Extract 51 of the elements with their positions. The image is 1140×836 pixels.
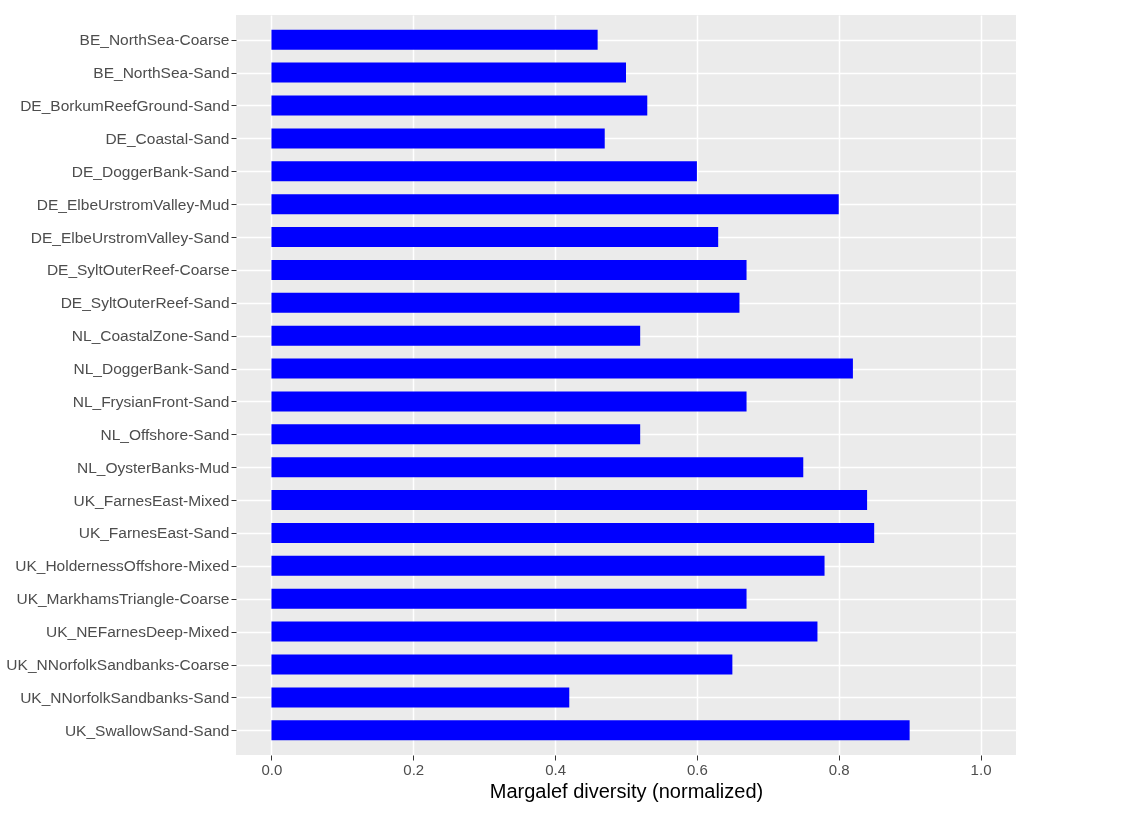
bar (271, 292, 740, 313)
bar (271, 161, 697, 182)
y-tick-label: NL_CoastalZone-Sand (71, 327, 230, 345)
y-tick-label: UK_MarkhamsTriangle-Coarse (16, 590, 230, 608)
bar (271, 259, 747, 280)
x-tick-label: 1.0 (970, 760, 992, 778)
bar (271, 490, 868, 511)
y-tick-label: UK_HoldernessOffshore-Mixed (15, 557, 230, 575)
x-tick-label: 0.4 (545, 760, 567, 778)
bar (271, 128, 605, 149)
y-tick-label: DE_SyltOuterReef-Sand (60, 294, 230, 312)
bar (271, 522, 875, 543)
y-tick-label: UK_FarnesEast-Mixed (73, 491, 230, 509)
bar (271, 358, 853, 379)
x-tick-label: 0.0 (261, 760, 283, 778)
bar (271, 194, 839, 215)
bar (271, 29, 598, 50)
bar (271, 424, 641, 445)
bar (271, 687, 570, 708)
y-tick-label: DE_BorkumReefGround-Sand (20, 97, 230, 114)
bar (271, 95, 648, 116)
y-tick-label: DE_ElbeUrstromValley-Sand (30, 228, 230, 246)
y-tick-label: NL_Offshore-Sand (100, 425, 230, 443)
bar (271, 720, 910, 741)
y-tick-label: DE_DoggerBank-Sand (71, 162, 230, 180)
y-tick-label: DE_Coastal-Sand (105, 129, 230, 147)
bar (271, 654, 733, 675)
y-tick-label: BE_NorthSea-Sand (93, 64, 230, 82)
y-tick-label: NL_OysterBanks-Mud (77, 458, 230, 476)
y-tick-label: NL_DoggerBank-Sand (73, 360, 230, 378)
y-tick-label: BE_NorthSea-Coarse (79, 31, 230, 49)
y-tick-label: UK_NEFarnesDeep-Mixed (46, 623, 230, 641)
bar (271, 555, 825, 576)
bar (271, 391, 747, 412)
y-tick-label: DE_SyltOuterReef-Coarse (46, 261, 230, 279)
x-tick-label: 0.6 (686, 760, 708, 778)
x-tick-label: 0.2 (403, 760, 425, 778)
bar (271, 227, 719, 248)
y-tick-label: UK_SwallowSand-Sand (64, 721, 230, 739)
y-tick-label: NL_FrysianFront-Sand (72, 392, 230, 410)
bar (271, 457, 804, 478)
y-tick-label: UK_NNorfolkSandbanks-Coarse (6, 656, 230, 673)
bar (271, 325, 641, 346)
y-tick-label: DE_ElbeUrstromValley-Mud (36, 195, 230, 213)
bar (271, 62, 626, 83)
bar (271, 621, 818, 642)
x-tick-label: 0.8 (828, 760, 850, 778)
bar (271, 588, 747, 609)
x-axis-title: Margalef diversity (normalized) (489, 779, 764, 802)
y-tick-label: UK_FarnesEast-Sand (78, 524, 230, 542)
y-tick-label: UK_NNorfolkSandbanks-Sand (20, 688, 230, 706)
